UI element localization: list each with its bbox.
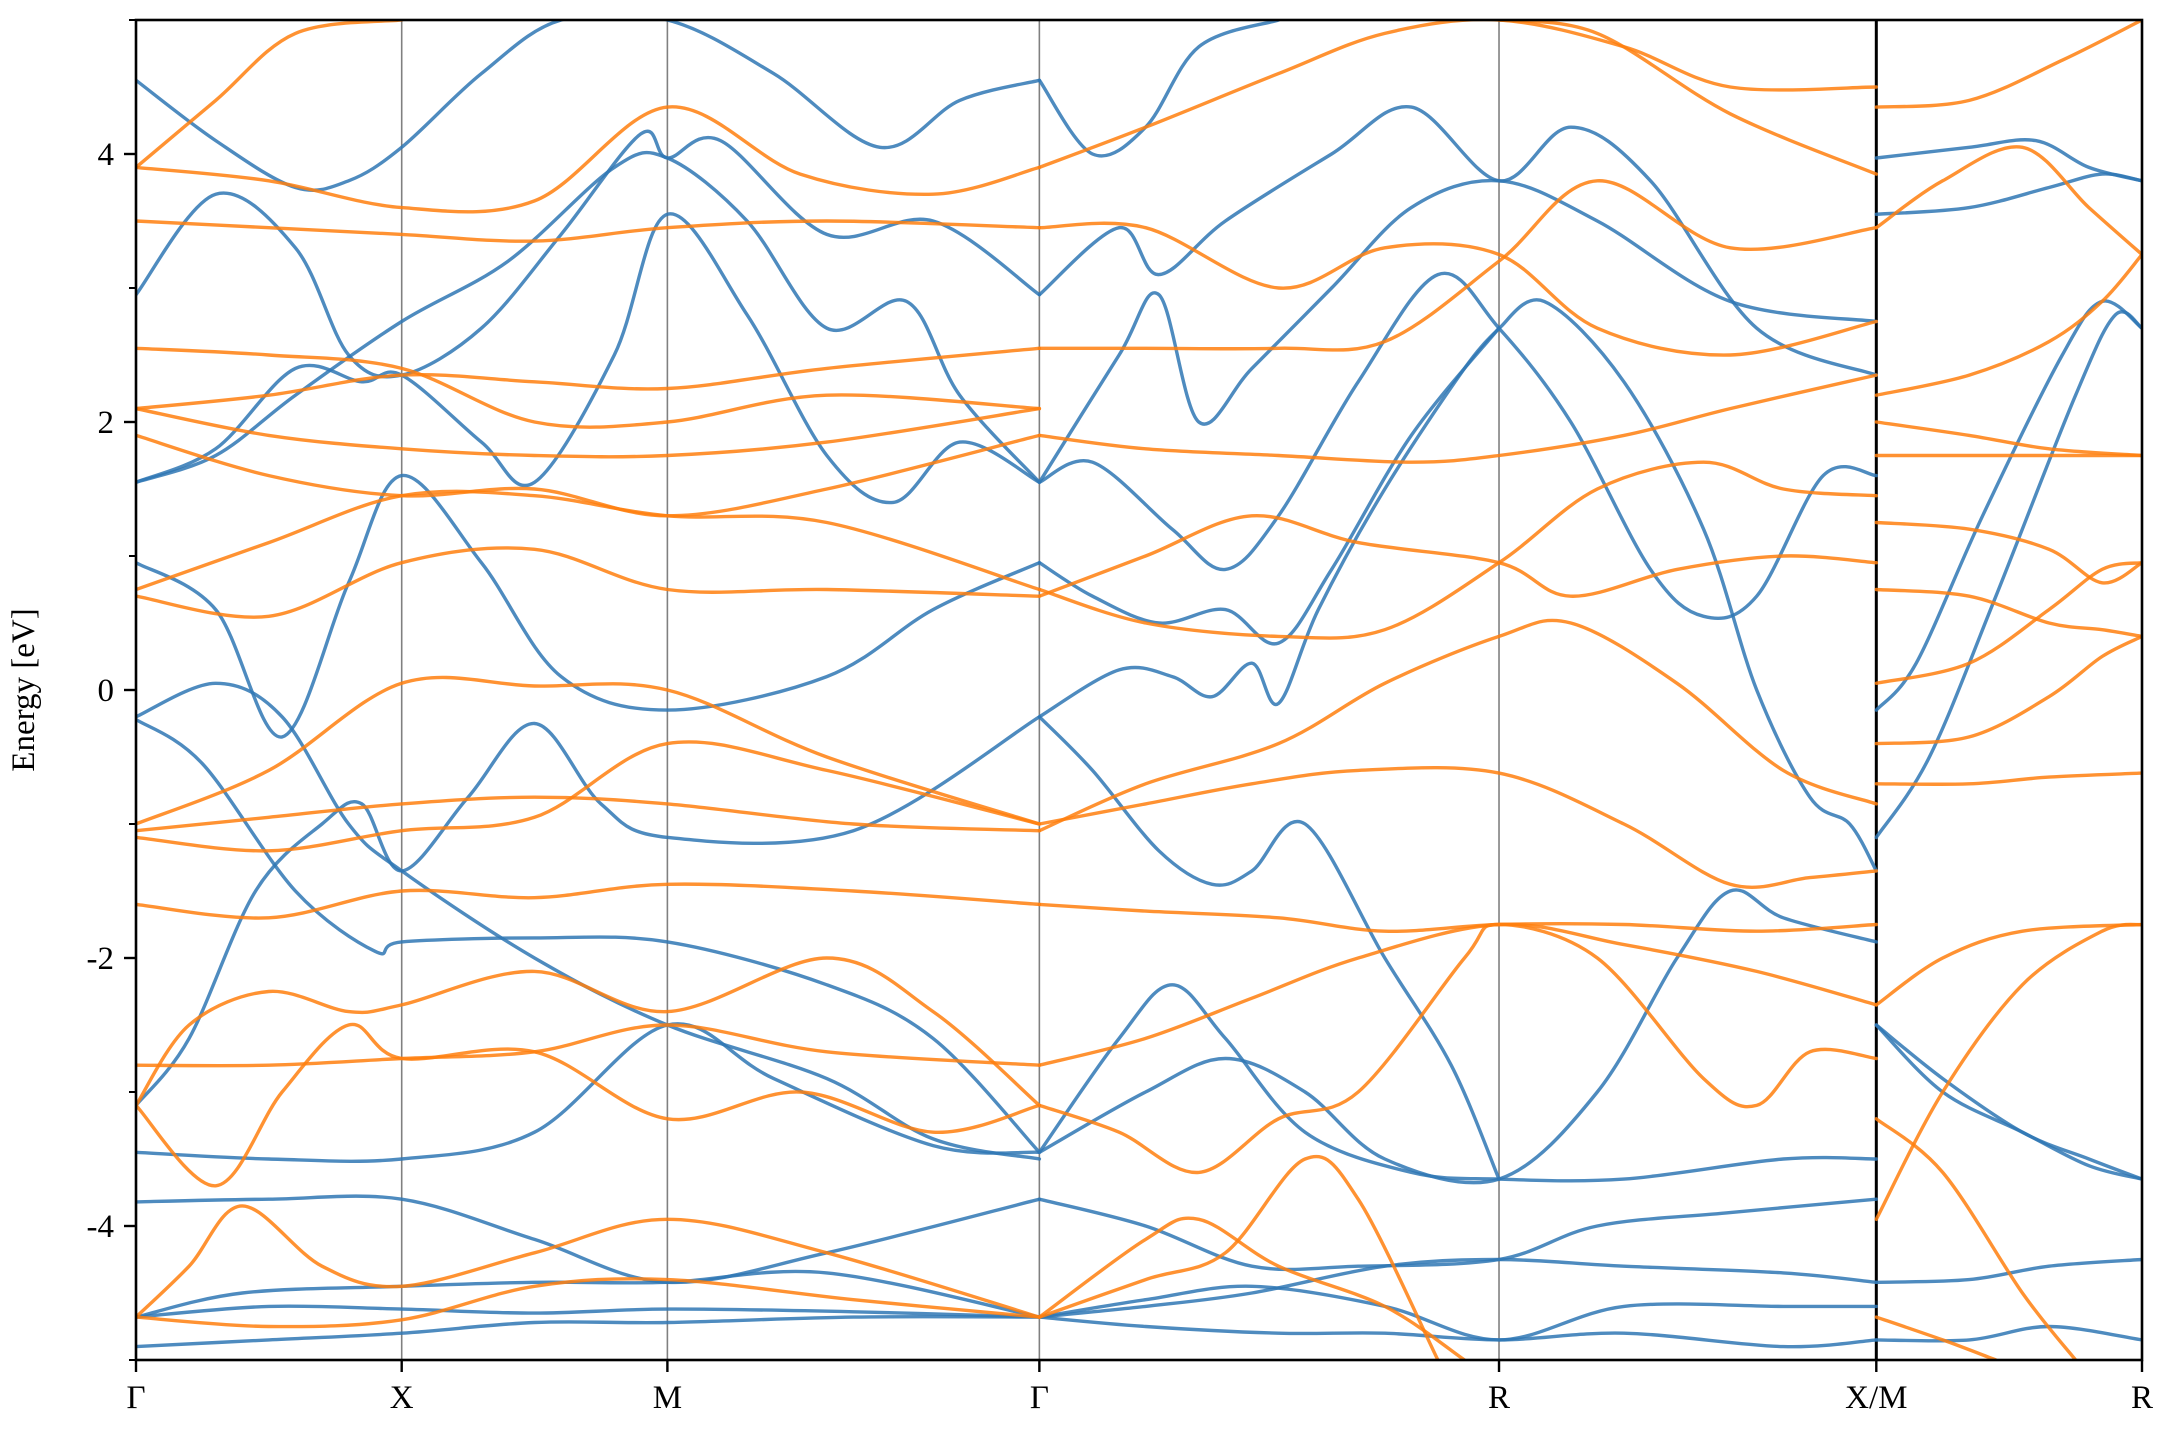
- band-line-1-11: [136, 433, 1042, 518]
- band-line-1-33: [1874, 145, 2142, 257]
- band-line-1-27: [1037, 373, 1878, 464]
- band-line-1-3: [136, 1023, 1042, 1068]
- band-line-0-2: [136, 1269, 1042, 1319]
- band-line-0-1: [136, 1315, 1042, 1349]
- band-line-1-35: [1874, 420, 2142, 458]
- band-line-0-9: [136, 212, 1042, 505]
- band-line-0-33: [1874, 138, 2142, 183]
- band-line-1-25: [1037, 514, 1878, 598]
- band-line-0-8: [136, 473, 1042, 739]
- band-line-1-44: [1874, 1117, 2078, 1360]
- band-line-0-0: [136, 1304, 1042, 1319]
- band-line-1-0: [136, 1277, 1042, 1329]
- band-line-0-30: [1874, 1023, 2142, 1181]
- band-line-1-4: [136, 956, 1042, 1108]
- x-tick-label: Γ: [1030, 1380, 1049, 1416]
- band-line-0-21: [1037, 326, 1501, 646]
- band-line-1-8: [136, 675, 1042, 826]
- band-line-1-29: [1037, 221, 1878, 357]
- band-line-0-34: [1874, 172, 2142, 216]
- band-line-0-22: [1037, 271, 1878, 620]
- band-line-0-4: [136, 1022, 1042, 1163]
- band-line-1-39: [1874, 561, 2142, 685]
- high-symmetry-dividers: [400, 20, 1878, 1360]
- band-line-1-7: [136, 795, 1042, 833]
- band-line-1-42: [1874, 922, 2142, 1007]
- band-line-1-19: [1037, 1154, 1440, 1360]
- band-line-1-12: [136, 406, 1042, 459]
- band-line-0-19: [1037, 715, 1501, 1181]
- band-line-1-23: [1037, 766, 1878, 889]
- band-line-1-18: [1037, 1216, 1467, 1360]
- band-line-0-26: [1497, 298, 1878, 873]
- band-line-1-28: [1037, 179, 1878, 352]
- band-line-1-15: [136, 219, 1042, 243]
- band-line-0-14: [1037, 1284, 1878, 1342]
- x-tick-label: R: [2131, 1380, 2153, 1416]
- y-tick-label: 0: [98, 673, 115, 709]
- band-line-0-16: [1037, 1197, 1878, 1272]
- band-line-0-5: [136, 715, 1042, 1108]
- y-tick-label: -2: [87, 941, 115, 977]
- band-line-1-40: [1874, 634, 2142, 746]
- x-tick-label: X/M: [1845, 1380, 1907, 1416]
- band-line-1-10: [136, 489, 1042, 592]
- band-line-1-6: [136, 740, 1042, 853]
- band-line-1-17: [136, 20, 404, 170]
- band-line-1-30: [1037, 20, 1878, 170]
- x-tick-label: M: [653, 1380, 682, 1416]
- band-line-0-28: [1874, 310, 2142, 840]
- band-line-1-38: [1874, 587, 2142, 639]
- band-line-0-29: [1874, 1023, 2142, 1181]
- band-line-1-13: [136, 346, 1042, 411]
- band-line-0-7: [136, 681, 1042, 1161]
- band-line-0-13: [1037, 1257, 1878, 1319]
- band-line-1-5: [136, 882, 1042, 920]
- band-line-1-1: [136, 1204, 1042, 1319]
- band-line-0-10: [136, 150, 1042, 484]
- band-line-0-24: [1037, 105, 1878, 377]
- band-line-1-26: [1037, 460, 1878, 640]
- band-line-0-18: [1037, 888, 1878, 1185]
- y-tick-label: -4: [87, 1209, 115, 1245]
- y-tick-label: 2: [98, 405, 115, 441]
- band-line-0-17: [1037, 983, 1878, 1183]
- band-line-0-3: [136, 1194, 1042, 1285]
- band-line-1-43: [1874, 922, 2142, 1221]
- x-axis-ticks: Γ X M Γ R X/M R: [126, 1360, 2153, 1416]
- band-line-1-41: [1874, 771, 2142, 786]
- band-line-1-9: [136, 546, 1042, 619]
- x-tick-label: R: [1488, 1380, 1510, 1416]
- band-line-1-34: [1874, 252, 2142, 397]
- y-axis-ticks: -4 -2 0 2 4: [87, 19, 136, 1361]
- band-line-1-21: [1037, 922, 1878, 1067]
- band-line-0-11: [136, 129, 1042, 379]
- y-axis-label: Energy [eV]: [6, 608, 42, 771]
- band-line-1-14: [136, 346, 1042, 429]
- x-tick-label: Γ: [126, 1380, 145, 1416]
- band-lines: [136, 20, 2142, 1360]
- band-line-1-16: [136, 105, 1042, 214]
- band-line-0-20: [1037, 326, 1501, 719]
- band-line-1-22: [1037, 902, 1878, 934]
- band-line-1-20: [1037, 922, 1878, 1175]
- x-tick-label: X: [390, 1380, 414, 1416]
- band-line-1-2: [136, 1022, 1042, 1188]
- band-line-1-37: [1874, 520, 2142, 585]
- band-line-1-45: [1874, 1315, 1998, 1360]
- band-line-1-31: [1497, 20, 1878, 176]
- band-line-1-32: [1874, 20, 2142, 109]
- band-line-0-32: [1874, 1324, 2142, 1343]
- band-line-1-24: [1037, 618, 1878, 833]
- band-line-0-23: [1037, 178, 1878, 484]
- y-tick-label: 4: [98, 137, 115, 173]
- band-line-0-15: [1037, 1315, 1878, 1349]
